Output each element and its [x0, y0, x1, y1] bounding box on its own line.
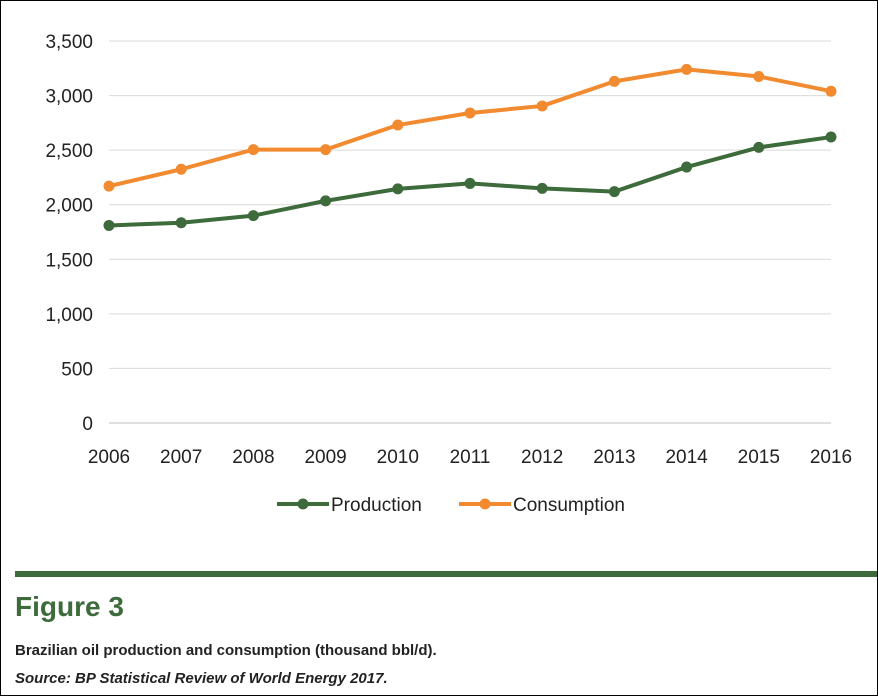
figure-divider [15, 571, 877, 577]
x-tick-label: 2008 [232, 447, 274, 468]
y-tick-label: 1,500 [45, 250, 93, 271]
data-point-production [464, 177, 476, 189]
data-point-consumption [247, 144, 259, 156]
figure-title: Figure 3 [15, 591, 124, 622]
x-tick-label: 2011 [450, 447, 491, 468]
y-tick-label: 2,000 [45, 196, 93, 217]
x-tick-label: 2013 [593, 447, 635, 468]
y-tick-label: 3,000 [45, 87, 93, 108]
legend-label-consumption: Consumption [513, 495, 625, 516]
data-point-production [320, 195, 332, 207]
x-tick-label: 2014 [665, 447, 708, 468]
data-point-consumption [320, 144, 332, 156]
series-line-consumption [107, 67, 833, 189]
legend-marker-production [297, 498, 309, 510]
data-point-production [536, 182, 548, 194]
legend-marker-consumption [479, 498, 491, 510]
x-tick-label: 2006 [88, 447, 130, 468]
figure-caption: Brazilian oil production and consumption… [15, 642, 437, 659]
data-point-production [247, 210, 259, 222]
data-point-production [608, 186, 620, 198]
data-point-production [392, 183, 404, 195]
legend-label-production: Production [331, 495, 422, 516]
chart-area: 0 500 1,000 1,500 2,000 2,500 3,000 3,500 2006 20… [1, 1, 877, 561]
data-point-production [753, 141, 765, 153]
data-point-consumption [753, 70, 765, 82]
y-tick-label: 3,500 [45, 32, 93, 53]
y-tick-label: 0 [82, 414, 93, 435]
data-point-production [681, 161, 693, 173]
data-point-production [103, 219, 115, 231]
x-tick-label: 2015 [738, 447, 780, 468]
figure-source: Source: BP Statistical Review of World E… [15, 670, 388, 687]
x-tick-label: 2009 [304, 447, 346, 468]
data-point-consumption [681, 63, 693, 75]
y-tick-label: 500 [61, 359, 93, 380]
data-point-consumption [536, 100, 548, 112]
data-point-consumption [464, 107, 476, 119]
x-tick-label: 2007 [160, 447, 202, 468]
x-tick-label: 2016 [810, 447, 852, 468]
data-point-consumption [103, 180, 115, 192]
y-tick-label: 1,000 [45, 305, 93, 326]
data-point-consumption [608, 75, 620, 87]
data-point-production [175, 217, 187, 229]
data-point-consumption [175, 163, 187, 175]
data-point-consumption [825, 85, 837, 97]
x-tick-label: 2012 [521, 447, 563, 468]
data-point-consumption [392, 119, 404, 131]
x-tick-label: 2010 [377, 447, 419, 468]
data-point-production [825, 131, 837, 143]
line-chart: 0 500 1,000 1,500 2,000 2,500 3,000 3,500 2006 20… [45, 32, 852, 516]
y-tick-label: 2,500 [45, 141, 93, 162]
